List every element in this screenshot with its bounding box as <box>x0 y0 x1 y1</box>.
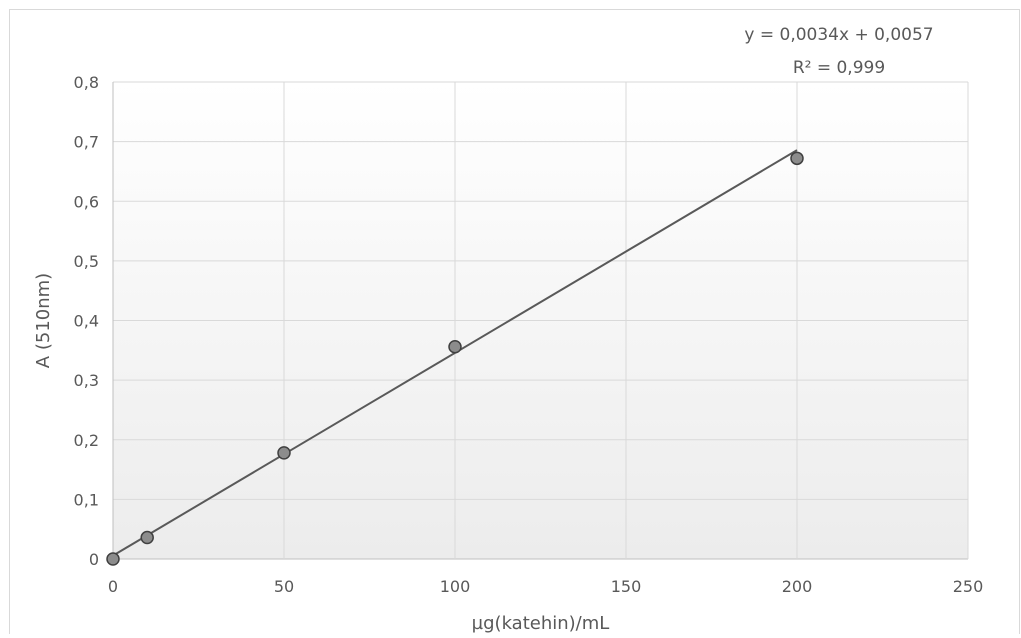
data-point <box>448 339 462 354</box>
x-tick-label: 100 <box>440 577 471 596</box>
y-axis-title: A (510nm) <box>33 273 54 368</box>
data-point <box>277 446 291 460</box>
y-tick-label: 0,8 <box>74 73 99 92</box>
x-tick-label: 150 <box>611 577 642 596</box>
x-axis-ticks: 0 50 100 150 200 250 <box>108 577 983 596</box>
y-axis-ticks: 0 0,1 0,2 0,3 0,4 0,5 0,6 0,7 0,8 <box>74 73 99 569</box>
x-tick-label: 250 <box>953 577 984 596</box>
data-point <box>790 151 804 166</box>
gridlines <box>112 81 969 560</box>
x-tick-label: 200 <box>782 577 813 596</box>
y-tick-label: 0,6 <box>74 192 99 211</box>
data-points <box>106 151 804 566</box>
y-tick-label: 0,4 <box>74 312 99 331</box>
data-point <box>106 552 120 566</box>
chart-border <box>9 9 1020 638</box>
trendline-equation: y = 0,0034x + 0,0057 <box>744 25 933 45</box>
trendline-r2: R² = 0,999 <box>793 58 885 78</box>
y-tick-label: 0 <box>89 550 99 569</box>
x-tick-label: 0 <box>108 577 118 596</box>
y-tick-label: 0,1 <box>74 490 99 509</box>
y-tick-label: 0,3 <box>74 371 99 390</box>
y-tick-label: 0,2 <box>74 431 99 450</box>
data-point <box>140 530 154 545</box>
x-tick-label: 50 <box>274 577 294 596</box>
y-tick-label: 0,5 <box>74 252 99 271</box>
x-axis-title: µg(katehin)/mL <box>472 613 610 634</box>
y-tick-label: 0,7 <box>74 133 99 152</box>
